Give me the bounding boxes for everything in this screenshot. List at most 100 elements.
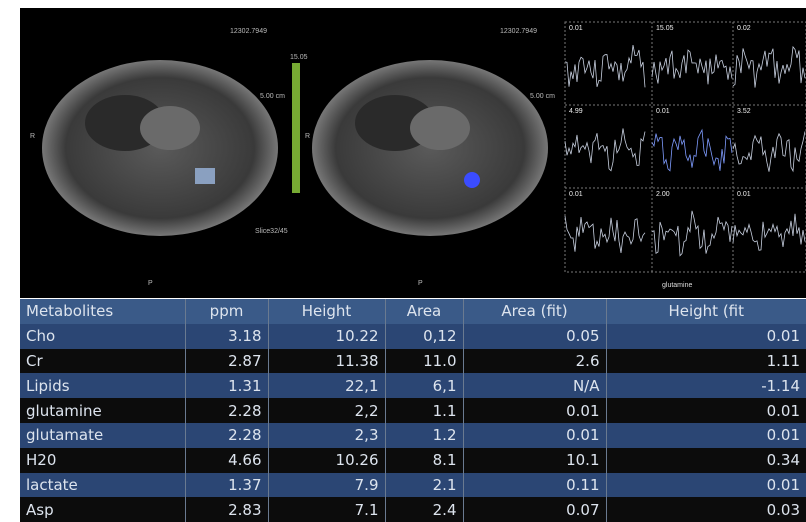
table-cell: 11.0 xyxy=(385,349,463,374)
table-cell: 1.2 xyxy=(385,423,463,448)
table-cell: Cr xyxy=(20,349,185,374)
table-cell: 1.37 xyxy=(185,473,268,498)
table-cell: 2.28 xyxy=(185,398,268,423)
table-cell: 0.03 xyxy=(606,497,806,522)
spectrum-label: 0.01 xyxy=(569,25,583,32)
table-cell: 10.1 xyxy=(463,448,606,473)
page: 12302.7949 5.00 cm 15.05 R P Slice32/45 … xyxy=(0,0,806,522)
table-cell: Area (fit) xyxy=(463,299,606,324)
spectrum-label: 2.00 xyxy=(656,191,670,198)
spectrum-trace xyxy=(652,50,732,84)
table-cell: H20 xyxy=(20,448,185,473)
spectrum-label: 0.01 xyxy=(656,108,670,115)
spectrum-trace xyxy=(565,45,645,87)
table-cell: Height xyxy=(268,299,385,324)
table-cell: Lipids xyxy=(20,373,185,398)
viewer-graphics xyxy=(20,8,806,298)
side-label: R xyxy=(305,133,310,140)
table-cell: Asp xyxy=(20,497,185,522)
image-viewer: 12302.7949 5.00 cm 15.05 R P Slice32/45 … xyxy=(20,8,806,298)
spectrum-trace xyxy=(652,211,732,256)
table-cell: Metabolites xyxy=(20,299,185,324)
table-cell: 1.31 xyxy=(185,373,268,398)
spectrum-label: 4.99 xyxy=(569,108,583,115)
table-cell: 2.1 xyxy=(385,473,463,498)
colorbar-max: 15.05 xyxy=(290,54,308,61)
overlay xyxy=(464,172,480,188)
table-cell: 0.11 xyxy=(463,473,606,498)
series-id: 12302.7949 xyxy=(500,28,537,35)
table-cell: 3.18 xyxy=(185,324,268,349)
scale: 5.00 cm xyxy=(260,93,285,100)
spectrum-trace xyxy=(733,47,805,88)
table-cell: Cho xyxy=(20,324,185,349)
table-cell: 0,12 xyxy=(385,324,463,349)
orient-label: P xyxy=(148,280,153,287)
table-cell: 0.05 xyxy=(463,324,606,349)
spectrum-caption: glutamine xyxy=(662,282,692,289)
table-cell: 0.01 xyxy=(606,473,806,498)
table-cell: 2.83 xyxy=(185,497,268,522)
spectrum-trace xyxy=(565,216,645,253)
scale: 5.00 cm xyxy=(530,93,555,100)
table-cell: -1.14 xyxy=(606,373,806,398)
table-cell: 10.22 xyxy=(268,324,385,349)
table-cell: 2.28 xyxy=(185,423,268,448)
table-cell: 8.1 xyxy=(385,448,463,473)
table-cell: 0.07 xyxy=(463,497,606,522)
spectrum-label: 0.02 xyxy=(737,25,751,32)
table-cell: 2,3 xyxy=(268,423,385,448)
table-cell: 2.4 xyxy=(385,497,463,522)
organ xyxy=(410,106,470,150)
spectrum-label: 0.01 xyxy=(737,191,751,198)
table-cell: 4.66 xyxy=(185,448,268,473)
table-cell: 10.26 xyxy=(268,448,385,473)
spectrum-label: 3.52 xyxy=(737,108,751,115)
spectrum-label: 15.05 xyxy=(656,25,674,32)
table-cell: Area xyxy=(385,299,463,324)
table-cell: 0.01 xyxy=(463,423,606,448)
table-cell: 0.01 xyxy=(606,423,806,448)
table-cell: 11.38 xyxy=(268,349,385,374)
table-cell: lactate xyxy=(20,473,185,498)
table-cell: Height (fit xyxy=(606,299,806,324)
spectrum-label: 0.01 xyxy=(569,191,583,198)
side-label: R xyxy=(30,133,35,140)
table-cell: 22,1 xyxy=(268,373,385,398)
spectra-grid xyxy=(565,22,806,272)
table-cell: glutamate xyxy=(20,423,185,448)
spectrum-trace xyxy=(733,214,805,251)
table-cell: 7.1 xyxy=(268,497,385,522)
orient-label: P xyxy=(418,280,423,287)
table-cell: ppm xyxy=(185,299,268,324)
table-cell: 1.11 xyxy=(606,349,806,374)
table-cell: glutamine xyxy=(20,398,185,423)
series-id: 12302.7949 xyxy=(230,28,267,35)
table-cell: 7.9 xyxy=(268,473,385,498)
spectrum-trace xyxy=(733,131,805,171)
table-cell: 0.01 xyxy=(606,324,806,349)
spectrum-trace xyxy=(652,130,732,171)
table-cell: 1.1 xyxy=(385,398,463,423)
spectrum-trace xyxy=(565,128,645,170)
table-cell: 0.01 xyxy=(606,398,806,423)
table-cell: 0.01 xyxy=(463,398,606,423)
organ xyxy=(140,106,200,150)
table-cell: 0.34 xyxy=(606,448,806,473)
slice-label: Slice32/45 xyxy=(255,228,288,235)
colorbar xyxy=(292,63,300,193)
table-cell: 2,2 xyxy=(268,398,385,423)
table-cell: 6,1 xyxy=(385,373,463,398)
table-cell: 2.6 xyxy=(463,349,606,374)
table-cell: 2.87 xyxy=(185,349,268,374)
